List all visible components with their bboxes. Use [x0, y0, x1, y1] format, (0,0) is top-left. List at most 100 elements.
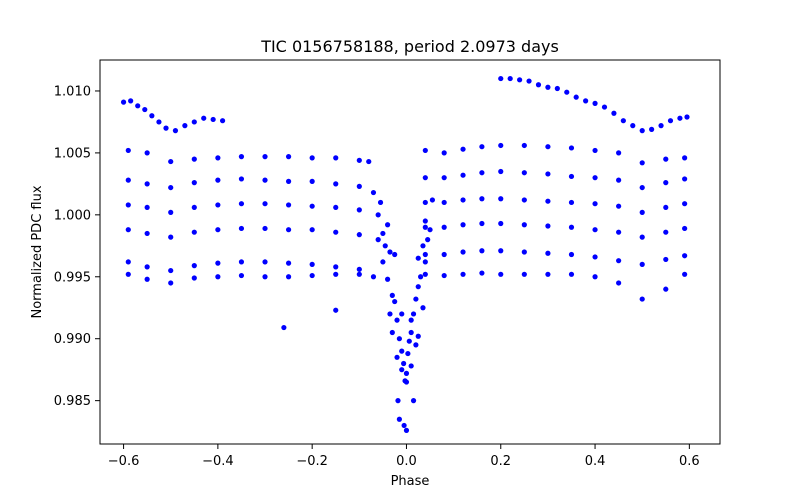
data-point	[425, 237, 431, 243]
data-point	[399, 367, 405, 373]
data-point	[460, 172, 466, 178]
data-point	[144, 150, 150, 156]
data-point	[387, 311, 393, 317]
data-point	[238, 259, 245, 265]
data-point	[156, 119, 162, 125]
data-point	[382, 243, 388, 249]
data-point	[630, 123, 636, 129]
data-point	[356, 266, 362, 272]
data-point	[592, 147, 598, 154]
data-point	[521, 222, 527, 228]
data-point	[592, 100, 598, 106]
data-point	[429, 197, 435, 203]
data-point	[422, 175, 428, 181]
data-point	[215, 202, 221, 208]
data-point	[215, 155, 221, 161]
data-point	[392, 298, 398, 305]
data-point	[375, 237, 381, 243]
data-point	[238, 225, 245, 232]
data-point	[592, 201, 598, 207]
data-point	[125, 259, 131, 265]
data-point	[616, 150, 622, 156]
x-tick-label: 0.4	[585, 454, 606, 469]
data-point	[479, 220, 485, 227]
data-point	[408, 363, 414, 369]
y-tick-label: 0.995	[54, 270, 91, 285]
scatter-points	[120, 75, 690, 433]
data-point	[616, 177, 622, 183]
data-point	[460, 271, 466, 277]
data-point	[389, 292, 395, 298]
data-point	[120, 99, 127, 105]
data-point	[125, 202, 131, 208]
data-point	[422, 218, 428, 224]
data-point	[420, 305, 426, 311]
data-point	[403, 427, 410, 433]
data-point	[191, 263, 197, 269]
data-point	[408, 317, 414, 323]
data-point	[658, 123, 664, 129]
data-point	[309, 227, 315, 233]
data-point	[309, 272, 315, 279]
data-point	[601, 104, 608, 110]
data-point	[568, 173, 575, 180]
data-point	[219, 118, 226, 124]
data-point	[545, 223, 551, 229]
data-point	[616, 280, 622, 286]
data-point	[370, 274, 377, 280]
data-point	[545, 198, 551, 204]
data-point	[413, 342, 419, 348]
data-point	[460, 222, 466, 228]
data-point	[441, 150, 447, 156]
data-point	[144, 181, 150, 187]
data-point	[616, 229, 622, 235]
data-point	[479, 144, 485, 150]
data-point	[479, 248, 485, 254]
data-point	[573, 94, 579, 100]
data-point	[682, 225, 688, 232]
data-point	[191, 156, 197, 162]
data-point	[649, 126, 655, 132]
x-tick-label: −0.2	[296, 454, 328, 469]
data-point	[356, 232, 362, 238]
data-point	[422, 251, 428, 258]
data-point	[663, 204, 669, 211]
data-point	[396, 336, 402, 342]
data-point	[401, 360, 407, 367]
data-point	[568, 199, 575, 206]
data-point	[677, 115, 683, 121]
data-point	[191, 275, 197, 281]
data-point	[521, 142, 527, 149]
data-point	[682, 201, 688, 207]
data-point	[399, 348, 405, 354]
data-point	[405, 350, 411, 357]
data-point	[517, 77, 523, 83]
data-point	[238, 201, 245, 207]
data-point	[498, 271, 504, 277]
data-point	[663, 156, 669, 162]
data-point	[395, 398, 401, 404]
data-point	[498, 196, 504, 202]
data-point	[125, 147, 131, 154]
data-point	[545, 271, 551, 277]
data-point	[535, 82, 542, 88]
data-point	[168, 184, 174, 191]
data-point	[460, 197, 466, 203]
data-point	[682, 176, 688, 182]
data-point	[682, 155, 688, 161]
data-point	[144, 204, 150, 211]
data-point	[422, 199, 428, 206]
data-point	[639, 261, 645, 267]
data-point	[370, 189, 377, 196]
data-point	[385, 222, 391, 228]
data-point	[238, 272, 245, 279]
data-point	[564, 89, 570, 95]
data-point	[285, 260, 292, 266]
x-axis-ticks: −0.6 −0.4 −0.2 0.0 0.2 0.4 0.6	[108, 444, 700, 469]
data-point	[568, 145, 575, 151]
data-point	[392, 251, 398, 258]
data-point	[498, 248, 504, 254]
data-point	[168, 234, 174, 240]
data-point	[498, 142, 504, 149]
